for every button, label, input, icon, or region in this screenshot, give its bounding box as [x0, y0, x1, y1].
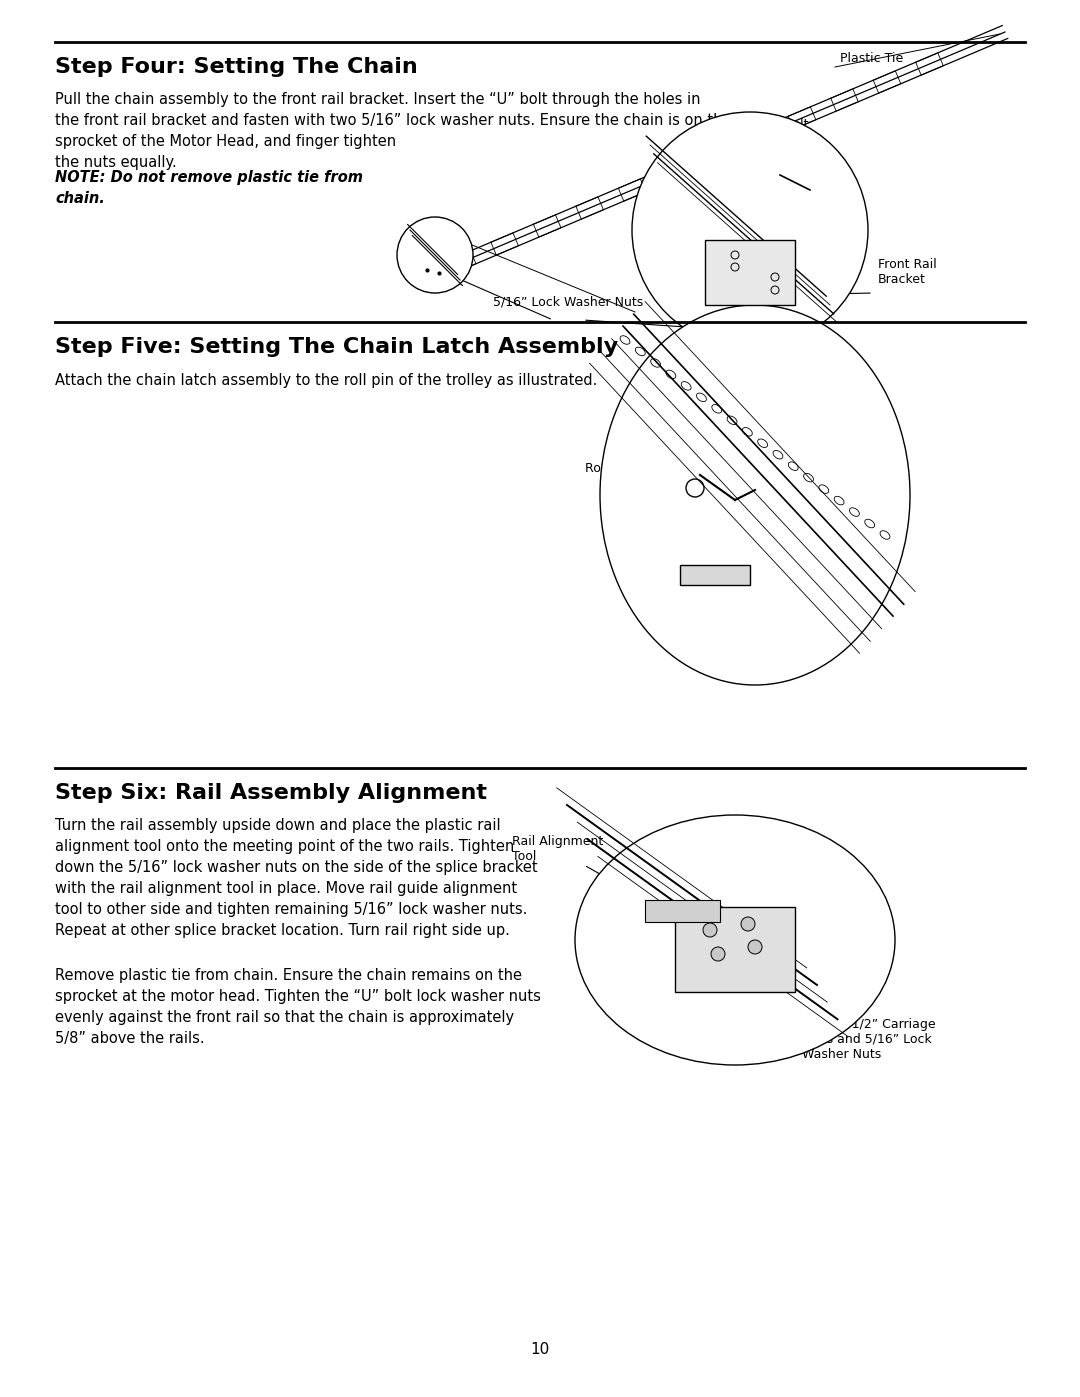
Text: Turn the rail assembly upside down and place the plastic rail
alignment tool ont: Turn the rail assembly upside down and p…: [55, 819, 538, 937]
Text: Attach the chain latch assembly to the roll pin of the trolley as illustrated.: Attach the chain latch assembly to the r…: [55, 373, 597, 388]
Text: Remove plastic tie from chain. Ensure the chain remains on the
sprocket at the m: Remove plastic tie from chain. Ensure th…: [55, 968, 541, 1046]
Text: 5/16” Lock Washer Nuts: 5/16” Lock Washer Nuts: [492, 295, 643, 307]
FancyBboxPatch shape: [675, 907, 795, 992]
Text: Step Four: Setting The Chain: Step Four: Setting The Chain: [55, 57, 418, 77]
FancyBboxPatch shape: [645, 900, 720, 922]
Circle shape: [741, 916, 755, 930]
Text: Trolley: Trolley: [723, 622, 762, 636]
Circle shape: [397, 217, 473, 293]
Ellipse shape: [600, 305, 910, 685]
Circle shape: [632, 112, 868, 348]
Text: Plastic Tie: Plastic Tie: [840, 52, 903, 66]
Text: Roll Pin: Roll Pin: [585, 462, 631, 475]
Circle shape: [711, 947, 725, 961]
Text: “U” Bolt: “U” Bolt: [758, 117, 809, 131]
Text: Pull the chain assembly to the front rail bracket. Insert the “U” bolt through t: Pull the chain assembly to the front rai…: [55, 92, 731, 170]
Text: Step Six: Rail Assembly Alignment: Step Six: Rail Assembly Alignment: [55, 782, 487, 803]
FancyBboxPatch shape: [680, 564, 750, 585]
Text: Chain Latch
Assembly: Chain Latch Assembly: [635, 395, 710, 423]
Text: 5/16” x 1/2” Carriage
Bolts and 5/16” Lock
Washer Nuts: 5/16” x 1/2” Carriage Bolts and 5/16” Lo…: [802, 1018, 935, 1060]
Text: Rail Alignment
Tool: Rail Alignment Tool: [512, 835, 604, 863]
Text: 10: 10: [530, 1343, 550, 1358]
Ellipse shape: [575, 814, 895, 1065]
Text: Front Rail
Bracket: Front Rail Bracket: [878, 258, 936, 286]
Circle shape: [703, 923, 717, 937]
Text: Step Five: Setting The Chain Latch Assembly: Step Five: Setting The Chain Latch Assem…: [55, 337, 618, 358]
FancyBboxPatch shape: [705, 240, 795, 305]
Circle shape: [748, 940, 762, 954]
Text: Splice
Bracket: Splice Bracket: [812, 858, 860, 886]
Text: NOTE: Do not remove plastic tie from
chain.: NOTE: Do not remove plastic tie from cha…: [55, 170, 363, 205]
